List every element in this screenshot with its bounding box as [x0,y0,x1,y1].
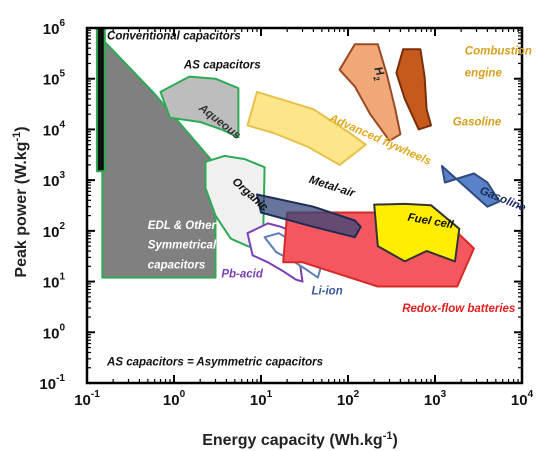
region-aqueous [159,75,240,139]
label-edl2: Symmetrical [148,239,217,251]
label-edl3: capacitors [148,260,206,272]
y-tick-label: 101 [43,272,66,292]
label-liion: Li-ion [311,286,342,298]
label-as-capacitors: AS capacitors [183,59,261,71]
label-gasoline-top: Gasoline [453,116,502,128]
y-tick-label: 106 [43,18,66,38]
x-tick-label: 104 [511,389,534,409]
label-conventional: Conventional capacitors [107,30,241,42]
axes-layer: 10-1 100 101 102 103 104 10-1 100 101 102 103 104 10… [39,18,533,409]
y-tick-label: 10-1 [39,373,65,393]
label-combustion2: engine [465,68,503,80]
x-tick-label: 101 [250,389,273,409]
label-pbacid: Pb-acid [221,269,264,281]
region-flywheels [246,90,367,166]
x-tick-label: 10-1 [74,389,100,409]
label-edl: EDL & Other [148,220,217,232]
y-tick-label: 105 [43,69,66,89]
x-tick-label: 100 [163,389,186,409]
region-combustion [395,48,432,131]
region-fuelcell [373,202,461,263]
plot-frame [85,26,524,385]
x-tick-label: 103 [424,389,447,409]
y-tick-label: 103 [43,170,66,190]
y-tick-label: 104 [43,119,66,139]
label-combustion1: Combustion [465,46,532,58]
region-metalair [256,193,362,239]
region-conventional [95,27,106,173]
y-axis-title: Peak power (W.kg-1) [11,126,30,277]
region-edl [101,38,217,279]
label-redox: Redox-flow batteries [402,303,515,315]
regions-layer [95,27,501,288]
x-tick-label: 102 [337,389,360,409]
region-h2 [338,43,402,142]
region-gasoline [440,165,501,208]
label-metalair: Metal-air [307,174,356,200]
x-axis-title: Energy capacity (Wh.kg-1) [202,430,398,449]
y-tick-label: 100 [43,322,66,342]
y-tick-label: 102 [43,221,66,241]
label-footnote: AS capacitors = Asymmetric capacitors [106,357,323,369]
